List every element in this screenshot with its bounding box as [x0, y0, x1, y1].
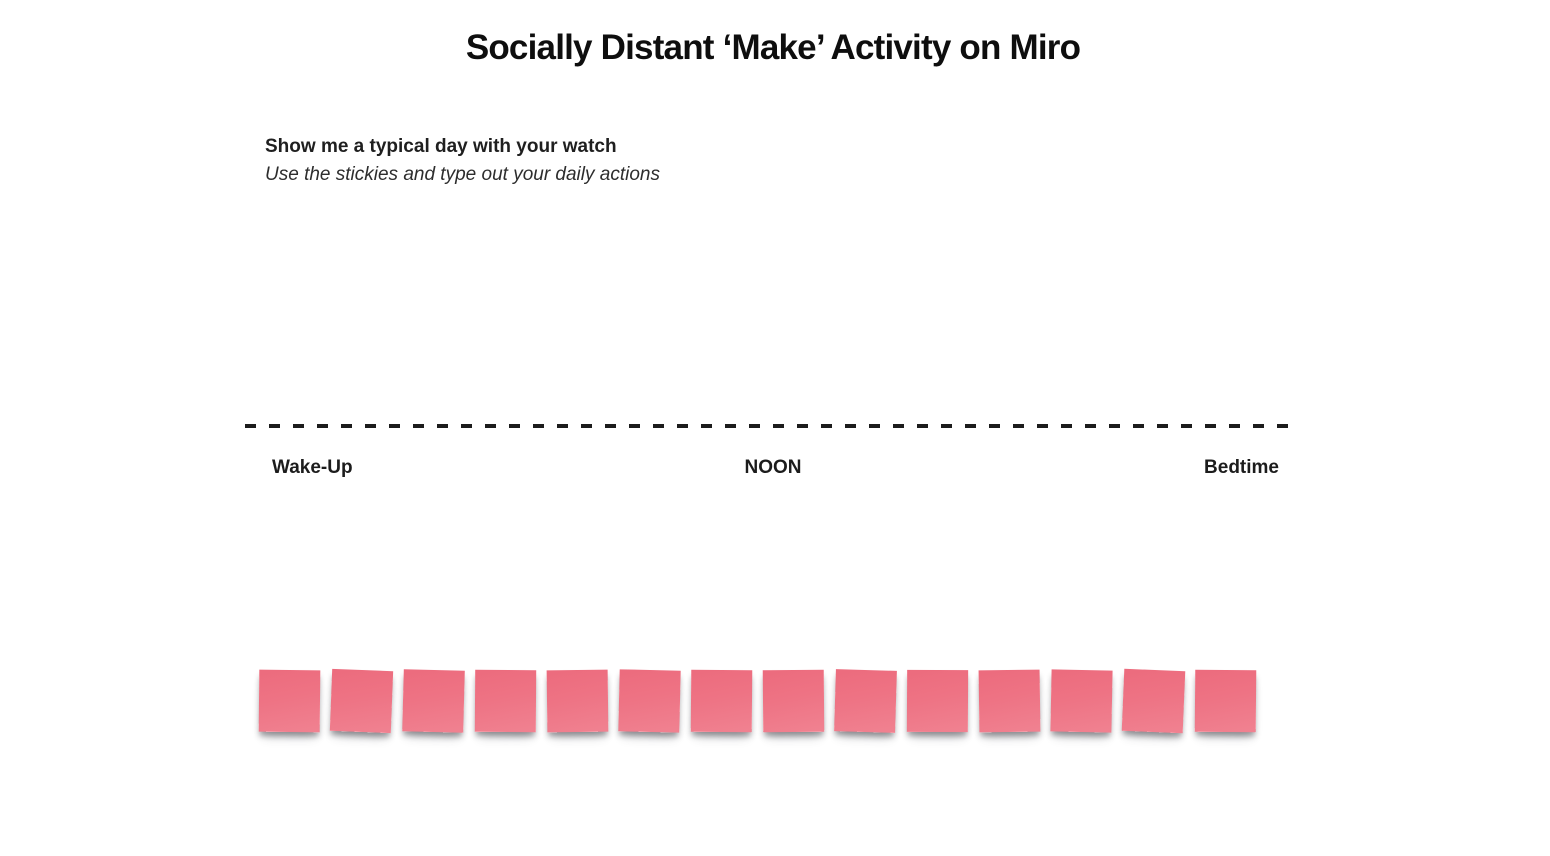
sticky-note[interactable] [762, 669, 825, 733]
sticky-note[interactable] [1121, 668, 1186, 734]
sticky-note[interactable] [618, 669, 681, 733]
sticky-note[interactable] [474, 669, 537, 733]
timeline-label-wake-up: Wake-Up [272, 457, 353, 478]
sticky-note[interactable] [690, 669, 753, 733]
sticky-note[interactable] [978, 669, 1041, 733]
timeline-dashed-line [245, 424, 1301, 428]
sticky-note[interactable] [1194, 669, 1257, 733]
board-title: Socially Distant ‘Make’ Activity on Miro [465, 28, 1081, 67]
sticky-note[interactable] [546, 669, 609, 733]
sticky-note-tray [258, 668, 1257, 734]
sticky-note[interactable] [1050, 669, 1113, 733]
instructions-subheading: Use the stickies and type out your daily… [265, 164, 660, 185]
sticky-note[interactable] [329, 668, 394, 734]
timeline-label-noon: NOON [744, 457, 802, 478]
instructions-heading: Show me a typical day with your watch [265, 136, 617, 157]
timeline-label-bedtime: Bedtime [1204, 457, 1279, 478]
sticky-note[interactable] [258, 669, 321, 733]
activity-instructions: Show me a typical day with your watch Us… [265, 133, 660, 189]
sticky-note[interactable] [834, 669, 897, 733]
sticky-note[interactable] [402, 669, 465, 733]
sticky-note[interactable] [906, 669, 969, 733]
